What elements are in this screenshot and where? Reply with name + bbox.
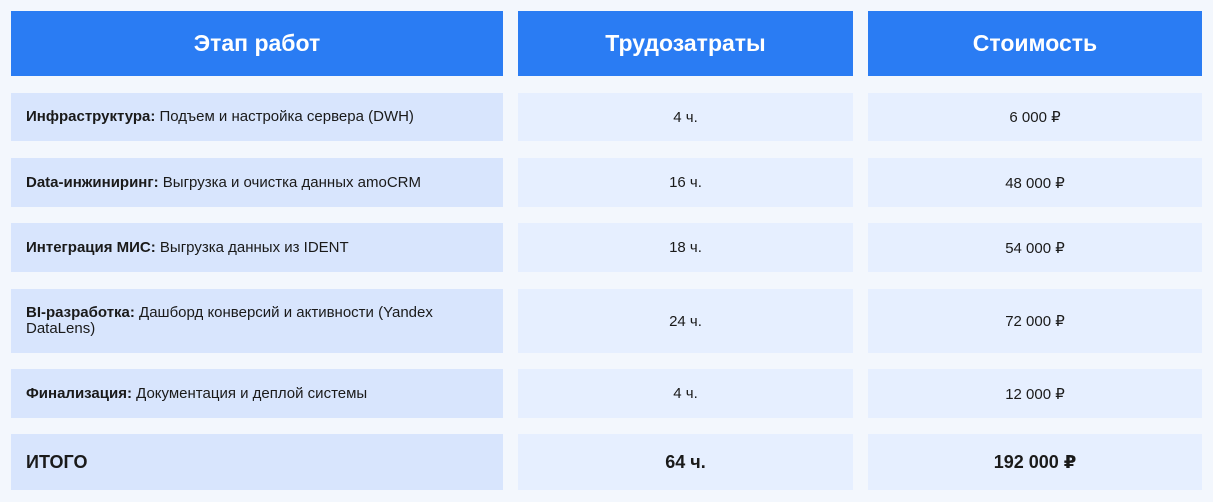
cost-value: 72 000 ₽ xyxy=(1005,313,1065,330)
table-row-stage: Интеграция МИС: Выгрузка данных из IDENT xyxy=(11,223,503,272)
stage-title: Финализация: xyxy=(26,384,132,402)
table-row-stage: Финализация: Документация и деплой систе… xyxy=(11,369,503,418)
total-row-label: ИТОГО xyxy=(11,434,503,490)
header-labor-label: Трудозатраты xyxy=(605,30,766,56)
stage-title: Интеграция МИС: xyxy=(26,238,156,256)
stage-text: Финализация: Документация и деплой систе… xyxy=(26,384,368,402)
table-row-stage: Инфраструктура: Подъем и настройка серве… xyxy=(11,93,503,141)
cost-value: 12 000 ₽ xyxy=(1005,385,1065,403)
table-row-hours: 4 ч. xyxy=(518,93,853,141)
table-row-hours: 18 ч. xyxy=(518,223,853,272)
total-row-cost: 192 000 ₽ xyxy=(868,434,1202,490)
table-row-cost: 72 000 ₽ xyxy=(868,289,1202,353)
table-row-stage: BI-разработка: Дашборд конверсий и актив… xyxy=(11,289,503,353)
stage-title: BI-разработка: xyxy=(26,304,135,321)
header-stage: Этап работ xyxy=(11,11,503,76)
stage-desc: Дашборд конверсий и активности (Yandex D… xyxy=(26,304,433,337)
cost-value: 6 000 ₽ xyxy=(1009,109,1061,126)
total-cost: 192 000 ₽ xyxy=(993,451,1077,472)
table-row-hours: 24 ч. xyxy=(518,289,853,353)
total-label: ИТОГО xyxy=(26,451,88,472)
hours-value: 4 ч. xyxy=(673,108,698,126)
cost-value: 54 000 ₽ xyxy=(1005,239,1065,257)
hours-value: 24 ч. xyxy=(669,312,702,330)
table-row-cost: 48 000 ₽ xyxy=(868,158,1202,207)
header-cost: Стоимость xyxy=(868,11,1202,76)
table-row-hours: 4 ч. xyxy=(518,369,853,418)
stage-text: Data-инжиниринг: Выгрузка и очистка данн… xyxy=(26,173,421,191)
stage-text: Интеграция МИС: Выгрузка данных из IDENT xyxy=(26,238,349,256)
cost-value: 48 000 ₽ xyxy=(1005,174,1065,192)
hours-value: 18 ч. xyxy=(669,239,702,256)
header-labor: Трудозатраты xyxy=(518,11,853,76)
table-row-cost: 12 000 ₽ xyxy=(868,369,1202,418)
table-row-hours: 16 ч. xyxy=(518,158,853,207)
table-row-cost: 54 000 ₽ xyxy=(868,223,1202,272)
stage-text: Инфраструктура: Подъем и настройка серве… xyxy=(26,109,414,125)
header-cost-label: Стоимость xyxy=(972,30,1098,56)
total-row-hours: 64 ч. xyxy=(518,434,853,490)
stage-title: Инфраструктура: xyxy=(26,108,156,125)
total-hours: 64 ч. xyxy=(665,451,706,472)
table-row-stage: Data-инжиниринг: Выгрузка и очистка данн… xyxy=(11,158,503,207)
header-stage-label: Этап работ xyxy=(193,30,321,56)
hours-value: 16 ч. xyxy=(669,174,702,191)
stage-desc: Выгрузка данных из IDENT xyxy=(155,238,349,256)
table-row-cost: 6 000 ₽ xyxy=(868,93,1202,141)
stage-title: Data-инжиниринг: xyxy=(26,173,159,191)
stage-text: BI-разработка: Дашборд конверсий и актив… xyxy=(26,305,473,337)
stage-desc: Выгрузка и очистка данных amoCRM xyxy=(158,173,421,191)
hours-value: 4 ч. xyxy=(673,385,698,402)
stage-desc: Подъем и настройка сервера (DWH) xyxy=(155,108,414,125)
stage-desc: Документация и деплой системы xyxy=(131,384,368,402)
